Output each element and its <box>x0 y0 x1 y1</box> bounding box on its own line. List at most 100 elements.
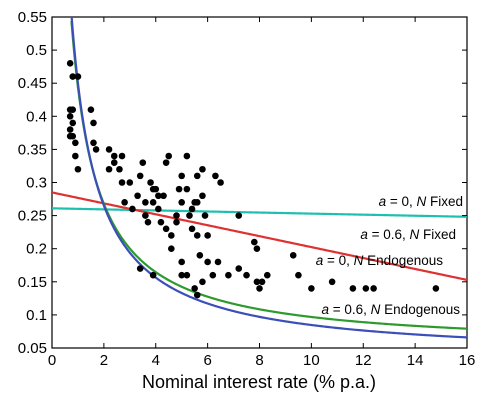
data-point <box>72 152 79 160</box>
data-point <box>225 271 232 279</box>
data-point <box>72 139 79 147</box>
x-tick-label: 14 <box>407 352 424 369</box>
data-point <box>193 232 201 239</box>
data-point <box>173 212 180 219</box>
data-point <box>183 271 191 279</box>
y-tick-label: 0.05 <box>18 340 47 357</box>
series-line-flat_high <box>52 207 467 218</box>
y-tick-label: 0.15 <box>18 274 47 291</box>
annotation-fixed_a06: a = 0.6, N Fixed <box>360 227 456 242</box>
data-point <box>155 192 162 200</box>
data-point <box>165 152 173 160</box>
data-point <box>90 139 97 147</box>
data-point <box>69 73 77 80</box>
data-point <box>308 285 315 292</box>
data-point <box>66 60 74 67</box>
data-point <box>253 278 261 286</box>
data-point <box>191 285 198 292</box>
data-point <box>243 271 250 279</box>
data-point <box>178 199 185 206</box>
data-point <box>168 232 175 239</box>
data-point <box>188 205 196 213</box>
data-point <box>199 192 206 200</box>
x-tick-label: 10 <box>303 352 320 369</box>
data-point <box>196 252 204 259</box>
data-point <box>193 172 201 180</box>
data-point <box>251 238 258 246</box>
series-line-hyper_blue <box>70 17 467 339</box>
y-tick-label: 0.4 <box>26 108 47 125</box>
data-point <box>235 265 243 272</box>
annotation-part: N <box>409 227 419 242</box>
data-point <box>349 285 357 292</box>
annotation-endo_a06: a = 0.6, N Endogenous <box>322 302 461 317</box>
x-tick-label: 4 <box>152 352 160 369</box>
data-point <box>147 179 154 186</box>
y-tick-label: 0.5 <box>26 42 47 59</box>
data-point <box>217 179 224 186</box>
annotation-part: N <box>354 253 364 268</box>
plot-frame <box>51 16 468 349</box>
annotation-fixed_a0: a = 0, N Fixed <box>379 194 463 209</box>
annotation-part: = 0, <box>323 253 353 268</box>
annotation-part: Endogenous <box>380 302 460 317</box>
data-point <box>110 159 118 166</box>
data-point <box>214 258 222 266</box>
data-point <box>66 113 74 120</box>
y-tick-label: 0.55 <box>18 9 47 26</box>
data-point <box>129 205 136 213</box>
x-tick-label: 0 <box>48 352 56 369</box>
annotation-part: Fixed <box>419 227 456 242</box>
data-point <box>295 271 302 279</box>
annotation-part: = 0, <box>386 194 416 209</box>
data-point <box>69 106 77 113</box>
data-point <box>118 179 126 186</box>
x-axis-ticks: 0 2 4 6 8 10 12 14 16 <box>48 17 476 369</box>
data-point <box>142 199 149 206</box>
data-point <box>209 271 217 279</box>
data-point <box>178 172 185 180</box>
annotation-part: Endogenous <box>363 253 443 268</box>
x-tick-label: 12 <box>355 352 372 369</box>
data-point <box>289 252 297 259</box>
annotation-part: = 0.6, <box>329 302 371 317</box>
data-point <box>126 179 134 186</box>
annotation-part: = 0.6, <box>368 227 410 242</box>
data-point <box>188 225 196 233</box>
data-point <box>149 199 157 206</box>
data-point <box>66 126 74 133</box>
y-tick-label: 0.25 <box>18 208 47 225</box>
x-tick-label: 16 <box>459 352 476 369</box>
annotation-part: Fixed <box>426 194 463 209</box>
annotation-part: N <box>371 302 381 317</box>
data-point <box>263 271 271 279</box>
data-point <box>186 212 193 219</box>
data-point <box>110 152 118 160</box>
x-axis-label: Nominal interest rate (% p.a.) <box>142 372 376 392</box>
data-point <box>74 73 82 80</box>
series-line-hyper_green <box>70 20 467 330</box>
data-point <box>168 245 175 252</box>
data-point <box>253 245 261 252</box>
data-point <box>162 159 170 166</box>
data-point <box>235 212 243 219</box>
data-point <box>105 165 113 173</box>
data-point <box>162 225 170 233</box>
data-point <box>204 232 211 239</box>
data-point <box>74 165 82 173</box>
annotation-part: a <box>316 253 324 268</box>
data-point <box>256 285 263 292</box>
annotation-part: a <box>360 227 368 242</box>
data-point <box>362 285 370 292</box>
y-axis-ticks: 0.05 0.1 0.15 0.2 0.25 0.3 0.35 0.4 0.45 0.5 0.55 <box>18 9 467 357</box>
data-point <box>328 278 336 286</box>
data-point <box>149 271 157 279</box>
data-point <box>155 205 162 213</box>
data-point <box>199 278 206 286</box>
annotation-part: N <box>416 194 426 209</box>
data-point <box>199 165 206 173</box>
data-point <box>118 152 126 160</box>
scatter-points <box>66 60 440 299</box>
annotation-endo_a0: a = 0, N Endogenous <box>316 253 443 268</box>
